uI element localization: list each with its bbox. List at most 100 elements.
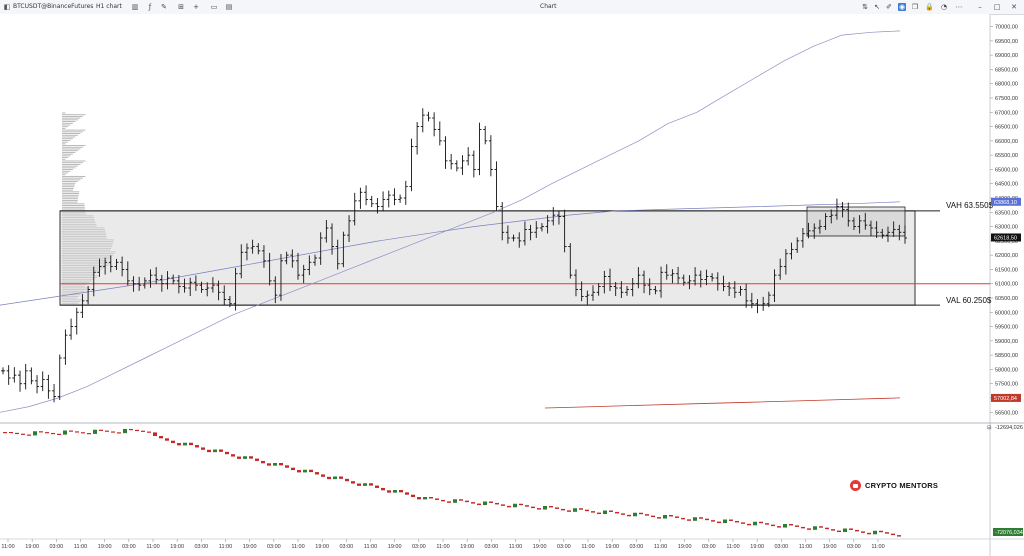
vah-label: VAH 63.550$ bbox=[946, 201, 994, 210]
chart-mode-icon[interactable]: ◉ bbox=[898, 3, 906, 11]
recent-range-box[interactable] bbox=[806, 206, 906, 237]
delta-bar bbox=[459, 499, 463, 501]
price-tick-label: 70000,00 bbox=[995, 25, 1018, 31]
delta-bar bbox=[597, 512, 601, 515]
volume-profile-bar bbox=[62, 155, 71, 157]
layout-icon[interactable]: ▭ bbox=[210, 3, 218, 11]
delta-bar bbox=[171, 440, 175, 444]
interval-label[interactable]: H1 chart bbox=[96, 3, 122, 10]
copy-icon[interactable]: ❐ bbox=[911, 3, 919, 11]
symbol-label[interactable]: BTCUSDT@BinanceFutures bbox=[13, 3, 94, 10]
time-tick-label: 19:00 bbox=[678, 544, 692, 550]
delta-bar bbox=[561, 508, 565, 511]
delta-bar bbox=[381, 487, 385, 491]
delta-bar bbox=[405, 492, 409, 495]
price-tick-label: 69500,00 bbox=[995, 39, 1018, 45]
time-tick-label: 03:00 bbox=[49, 544, 63, 550]
bell-icon[interactable]: ◔ bbox=[940, 3, 948, 11]
delta-bar bbox=[735, 520, 739, 523]
volume-profile-bar bbox=[62, 169, 73, 171]
delta-bar bbox=[141, 430, 145, 432]
sort-icon[interactable]: ⇅ bbox=[862, 3, 868, 11]
time-tick-label: 03:00 bbox=[267, 544, 281, 550]
cumulative-delta-pane[interactable] bbox=[3, 429, 901, 537]
delta-bar bbox=[897, 535, 901, 537]
delta-bar bbox=[651, 515, 655, 518]
volume-profile-bar bbox=[62, 143, 66, 145]
symbol-icon[interactable]: ◧ bbox=[3, 3, 11, 11]
price-axis[interactable]: 70000,00 69500,00 69000,00 68500,00 68000,00… bbox=[990, 25, 1018, 417]
delta-bar bbox=[627, 514, 631, 517]
price-tick-label: 59000,00 bbox=[995, 339, 1018, 345]
delta-bar bbox=[555, 507, 559, 509]
volume-profile-bar bbox=[62, 136, 76, 138]
time-axis[interactable]: 11:00 19:00 03:00 11:00 19:00 03:00 11:00 19:00… bbox=[1, 539, 885, 550]
volume-profile-bar bbox=[62, 184, 75, 186]
delta-bar bbox=[465, 500, 469, 503]
chart-type-icon[interactable]: ▥ bbox=[131, 3, 139, 11]
brush-icon[interactable]: ✐ bbox=[886, 3, 892, 11]
pane-collapse-icon[interactable]: ⊟ bbox=[987, 425, 992, 431]
delta-bar bbox=[411, 494, 415, 498]
delta-bar bbox=[705, 518, 709, 521]
add-icon[interactable]: + bbox=[193, 3, 199, 11]
price-badge-label: 62618,50 bbox=[994, 235, 1017, 241]
delta-bar bbox=[375, 485, 379, 488]
time-tick-label: 19:00 bbox=[243, 544, 257, 550]
time-tick-label: 11:00 bbox=[1, 544, 14, 550]
volume-profile-bar bbox=[62, 133, 81, 135]
delta-bar bbox=[849, 528, 853, 530]
maximize-icon[interactable]: □ bbox=[993, 3, 1001, 11]
lock-icon[interactable]: 🔒 bbox=[925, 3, 934, 11]
delta-bar bbox=[429, 497, 433, 499]
delta-bar bbox=[447, 501, 451, 503]
volume-profile-bar bbox=[62, 160, 86, 162]
volume-profile-bar bbox=[62, 199, 78, 201]
more-icon[interactable]: ⋯ bbox=[955, 3, 963, 11]
delta-bar bbox=[75, 431, 79, 433]
delta-bar bbox=[135, 429, 139, 432]
close-icon[interactable]: ✕ bbox=[1011, 3, 1017, 11]
time-tick-label: 11:00 bbox=[871, 544, 884, 550]
delta-bar bbox=[693, 517, 697, 521]
delta-bar bbox=[477, 503, 481, 506]
watermark: CRYPTO MENTORS bbox=[850, 480, 938, 491]
volume-profile-bar bbox=[62, 186, 75, 188]
volume-profile-bar bbox=[62, 174, 66, 176]
lower-pane-bottom-value: -72076,034 bbox=[995, 530, 1023, 536]
delta-bar bbox=[393, 490, 397, 493]
lower-band-line bbox=[544, 397, 901, 409]
time-tick-label: 11:00 bbox=[219, 544, 232, 550]
crosshair-icon[interactable]: ⊞ bbox=[178, 3, 184, 11]
volume-profile-bar bbox=[62, 187, 74, 189]
price-tick-label: 59500,00 bbox=[995, 325, 1018, 331]
delta-bar bbox=[327, 476, 331, 480]
time-tick-label: 11:00 bbox=[291, 544, 304, 550]
volume-profile-bar bbox=[62, 129, 86, 131]
chart-area[interactable]: VAH 63.550$ VAL 60.250$ 70000,00 69500,00… bbox=[0, 14, 1024, 556]
delta-bar bbox=[483, 501, 487, 506]
delta-bar bbox=[489, 501, 493, 503]
time-tick-label: 03:00 bbox=[122, 544, 136, 550]
volume-profile-bar bbox=[62, 205, 85, 207]
delta-bar bbox=[9, 432, 13, 434]
delta-bar bbox=[579, 508, 583, 510]
price-tick-label: 68000,00 bbox=[995, 82, 1018, 88]
delta-bar bbox=[213, 449, 217, 453]
cursor-icon[interactable]: ↖ bbox=[874, 3, 880, 11]
drawing-icon[interactable]: ✎ bbox=[161, 3, 167, 11]
minimize-icon[interactable]: – bbox=[978, 3, 982, 11]
time-tick-label: 19:00 bbox=[750, 544, 764, 550]
delta-bar bbox=[369, 483, 373, 486]
delta-bar bbox=[315, 472, 319, 475]
volume-profile-bar bbox=[62, 114, 86, 116]
template-icon[interactable]: ▤ bbox=[225, 3, 233, 11]
delta-bar bbox=[867, 532, 871, 535]
volume-profile-bar bbox=[62, 194, 79, 196]
play-icon bbox=[850, 480, 861, 491]
delta-bar bbox=[525, 505, 529, 507]
price-bars bbox=[1, 108, 907, 403]
indicators-icon[interactable]: ƒ bbox=[148, 3, 152, 11]
delta-bar bbox=[537, 508, 541, 510]
price-tick-label: 67000,00 bbox=[995, 110, 1018, 116]
